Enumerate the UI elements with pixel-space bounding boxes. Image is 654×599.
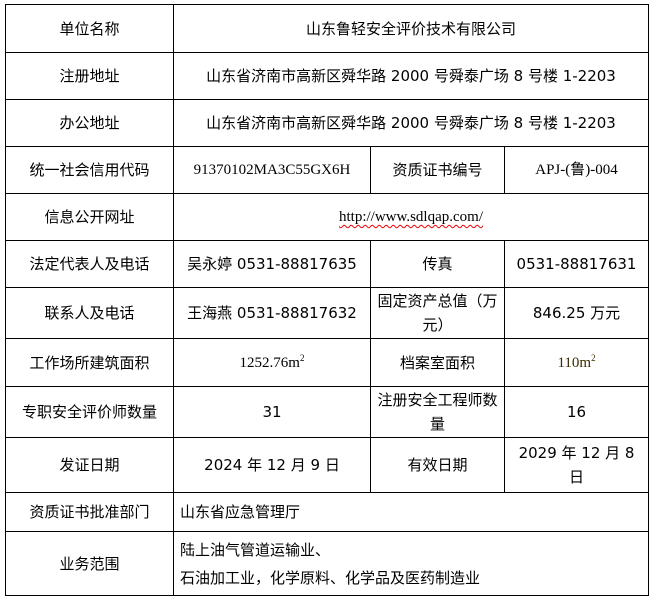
value-credit-code: 91370102MA3C55GX6H <box>173 146 371 194</box>
value-archive-area: 110m <box>557 354 592 371</box>
value-legal-rep: 吴永婷 0531-88817635 <box>173 240 371 288</box>
row-credit-code: 统一社会信用代码 91370102MA3C55GX6H 资质证书编号 APJ-(… <box>5 146 650 194</box>
row-staff: 专职安全评价师数量 31 注册安全工程师数量 16 <box>5 386 650 438</box>
row-legal-rep: 法定代表人及电话 吴永婷 0531-88817635 传真 0531-88817… <box>5 240 650 288</box>
label-contact: 联系人及电话 <box>5 287 174 339</box>
value-archive-area-sup: 2 <box>591 352 596 363</box>
label-credit-code: 统一社会信用代码 <box>5 146 174 194</box>
value-company: 山东鲁轻安全评价技术有限公司 <box>172 4 650 53</box>
label-evaluators: 专职安全评价师数量 <box>5 386 174 438</box>
value-issue-date: 2024 年 12 月 9 日 <box>173 437 371 493</box>
value-contact: 王海燕 0531-88817632 <box>173 287 371 339</box>
row-area: 工作场所建筑面积 1252.76m2 档案室面积 110m2 <box>5 338 650 387</box>
label-office-address: 办公地址 <box>5 99 174 147</box>
value-area: 1252.76m <box>239 354 300 371</box>
label-legal-rep: 法定代表人及电话 <box>5 240 174 288</box>
label-fixed-assets: 固定资产总值（万元） <box>370 287 505 339</box>
label-issue-date: 发证日期 <box>5 437 174 493</box>
value-cert-no: APJ-(鲁)-004 <box>503 146 650 194</box>
value-website[interactable]: http://www.sdlqap.com/ <box>338 209 484 225</box>
value-engineers: 16 <box>503 386 650 438</box>
value-area-sup: 2 <box>299 352 305 363</box>
row-authority: 资质证书批准部门 山东省应急管理厅 <box>5 492 650 532</box>
row-dates: 发证日期 2024 年 12 月 9 日 有效日期 2029 年 12 月 8 … <box>5 437 650 493</box>
label-reg-address: 注册地址 <box>5 52 174 100</box>
value-authority: 山东省应急管理厅 <box>172 492 650 532</box>
value-fixed-assets: 846.25 万元 <box>503 287 650 339</box>
value-scope-line1: 陆上油气管道运输业、 <box>180 540 331 559</box>
row-scope: 业务范围 陆上油气管道运输业、 石油加工业，化学原料、化学品及医药制造业 <box>5 531 650 596</box>
row-office-address: 办公地址 山东省济南市高新区舜华路 2000 号舜泰广场 8 号楼 1-2203 <box>5 99 650 147</box>
row-contact: 联系人及电话 王海燕 0531-88817632 固定资产总值（万元） 846.… <box>5 287 650 339</box>
row-company: 单位名称 山东鲁轻安全评价技术有限公司 <box>5 4 650 53</box>
company-info-table: 单位名称 山东鲁轻安全评价技术有限公司 注册地址 山东省济南市高新区舜华路 20… <box>5 4 650 596</box>
value-office-address: 山东省济南市高新区舜华路 2000 号舜泰广场 8 号楼 1-2203 <box>172 99 650 147</box>
value-reg-address: 山东省济南市高新区舜华路 2000 号舜泰广场 8 号楼 1-2203 <box>172 52 650 100</box>
label-scope: 业务范围 <box>5 531 174 596</box>
label-engineers: 注册安全工程师数量 <box>370 386 505 438</box>
label-website: 信息公开网址 <box>5 193 174 241</box>
label-archive-area: 档案室面积 <box>370 338 505 387</box>
row-website: 信息公开网址 http://www.sdlqap.com/ <box>5 193 650 241</box>
label-company: 单位名称 <box>5 4 174 53</box>
value-evaluators: 31 <box>173 386 371 438</box>
label-area: 工作场所建筑面积 <box>5 338 174 387</box>
row-reg-address: 注册地址 山东省济南市高新区舜华路 2000 号舜泰广场 8 号楼 1-2203 <box>5 52 650 100</box>
label-expiry-date: 有效日期 <box>370 437 505 493</box>
label-authority: 资质证书批准部门 <box>5 492 174 532</box>
value-fax: 0531-88817631 <box>503 240 650 288</box>
value-scope-line2: 石油加工业，化学原料、化学品及医药制造业 <box>180 568 481 587</box>
label-fax: 传真 <box>370 240 505 288</box>
value-expiry-date: 2029 年 12 月 8 日 <box>503 437 650 493</box>
label-cert-no: 资质证书编号 <box>370 146 505 194</box>
